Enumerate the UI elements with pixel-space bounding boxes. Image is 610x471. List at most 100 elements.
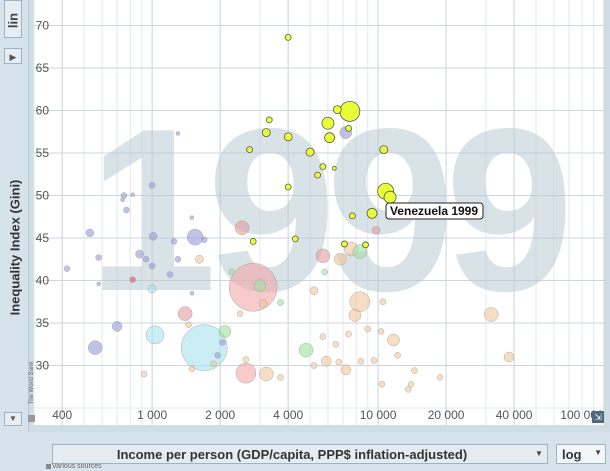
bubble bbox=[310, 362, 318, 369]
sources-link[interactable]: Various sources bbox=[52, 463, 102, 470]
bubble bbox=[185, 321, 192, 328]
y-axis-label[interactable]: Inequality Index (Gini) bbox=[7, 179, 23, 316]
x-tick-label: 10 000 bbox=[360, 408, 397, 422]
bubble bbox=[387, 333, 400, 347]
bubble bbox=[265, 116, 273, 124]
bubble bbox=[85, 228, 95, 238]
bubble bbox=[341, 240, 348, 248]
bubble bbox=[335, 358, 343, 366]
bubble bbox=[145, 325, 165, 345]
bubble bbox=[95, 254, 102, 261]
bubble bbox=[352, 244, 368, 259]
bubble bbox=[175, 131, 181, 136]
x-scale-selector[interactable]: log ▼ bbox=[556, 444, 606, 464]
bubble bbox=[228, 268, 235, 276]
bubble bbox=[319, 333, 327, 340]
bubble bbox=[253, 279, 267, 292]
bubble bbox=[364, 325, 371, 333]
bubble bbox=[147, 284, 157, 294]
bubble bbox=[235, 362, 257, 384]
resize-icon[interactable]: ⇲ bbox=[592, 411, 604, 423]
bubble bbox=[258, 299, 268, 308]
bubble bbox=[130, 192, 135, 197]
bubble bbox=[129, 276, 136, 283]
bubble bbox=[404, 386, 412, 393]
bubble bbox=[148, 182, 156, 189]
y-tick-labels: 30 35 40 45 50 55 60 65 70 bbox=[36, 19, 50, 373]
bubble bbox=[111, 321, 123, 332]
grip-icon[interactable] bbox=[28, 415, 35, 422]
y-tick-label: 70 bbox=[36, 19, 50, 33]
bubble bbox=[309, 286, 319, 295]
bubble bbox=[314, 171, 322, 179]
bubble bbox=[148, 262, 156, 270]
bubble bbox=[377, 328, 385, 335]
bubble bbox=[87, 340, 103, 355]
bubble bbox=[503, 351, 515, 363]
y-axis-dropdown-icon[interactable]: ▼ bbox=[4, 412, 22, 426]
annotation-box bbox=[385, 202, 484, 220]
x-scale-label: log bbox=[562, 447, 582, 462]
bubble bbox=[259, 366, 274, 382]
bubble bbox=[371, 226, 381, 235]
bubble bbox=[291, 235, 299, 243]
bubble bbox=[135, 249, 144, 259]
bubble bbox=[345, 330, 352, 338]
bubble bbox=[120, 192, 128, 199]
bubble bbox=[177, 306, 193, 321]
bubble bbox=[234, 220, 250, 236]
x-tick-label: 4 000 bbox=[273, 408, 303, 422]
y-tick-label: 30 bbox=[36, 359, 50, 373]
bubble bbox=[63, 265, 71, 272]
bubble bbox=[186, 228, 204, 246]
bubble bbox=[366, 207, 378, 219]
bubble bbox=[332, 105, 342, 115]
bubble bbox=[120, 197, 125, 202]
bubble bbox=[357, 358, 365, 365]
bubble bbox=[166, 271, 174, 278]
y-tick-label: 60 bbox=[36, 104, 50, 118]
bubble bbox=[148, 232, 158, 241]
bubble bbox=[484, 307, 499, 322]
brand-text: The World Bank bbox=[29, 361, 35, 405]
y-scale-label: lin bbox=[5, 12, 21, 29]
bubble bbox=[394, 352, 401, 359]
bubble bbox=[200, 236, 208, 243]
y-tick-label: 40 bbox=[36, 274, 50, 288]
x-tick-label: 20 000 bbox=[428, 408, 465, 422]
bubble bbox=[261, 128, 271, 138]
bubble bbox=[340, 364, 352, 375]
bubble bbox=[379, 145, 389, 155]
bubble bbox=[321, 268, 328, 276]
bubble bbox=[214, 352, 221, 359]
bubble bbox=[218, 325, 232, 338]
chevron-down-icon: ▼ bbox=[594, 448, 602, 457]
y-axis-label-wrap: Inequality Index (Gini) bbox=[0, 80, 28, 430]
y-tick-label: 35 bbox=[36, 316, 50, 330]
bubble bbox=[284, 183, 292, 191]
bubble bbox=[174, 256, 182, 263]
bubble bbox=[411, 367, 418, 374]
x-tick-label: 1 000 bbox=[137, 408, 167, 422]
bubble bbox=[332, 341, 340, 348]
brand-credit: The World Bank bbox=[26, 356, 36, 416]
bubble bbox=[333, 253, 347, 266]
bubble bbox=[407, 380, 415, 388]
y-scale-arrow-icon[interactable]: ▶ bbox=[4, 48, 22, 64]
bubble bbox=[315, 248, 331, 264]
y-scale-button[interactable]: lin bbox=[4, 0, 22, 38]
x-axis-selector[interactable]: Income per person (GDP/capita, PPP$ infl… bbox=[52, 444, 548, 464]
bubble bbox=[170, 238, 178, 245]
bubble bbox=[283, 132, 293, 142]
bubble bbox=[319, 163, 327, 171]
bubble bbox=[96, 281, 101, 287]
bubble bbox=[277, 299, 284, 306]
y-axis-panel: lin ▶ Inequality Index (Gini) ▼ bbox=[0, 0, 29, 432]
bubble bbox=[180, 324, 228, 371]
sources-icon bbox=[46, 464, 51, 469]
bubble bbox=[383, 190, 397, 204]
bubble bbox=[123, 206, 130, 214]
bubble bbox=[331, 165, 337, 171]
bubble bbox=[378, 380, 386, 388]
